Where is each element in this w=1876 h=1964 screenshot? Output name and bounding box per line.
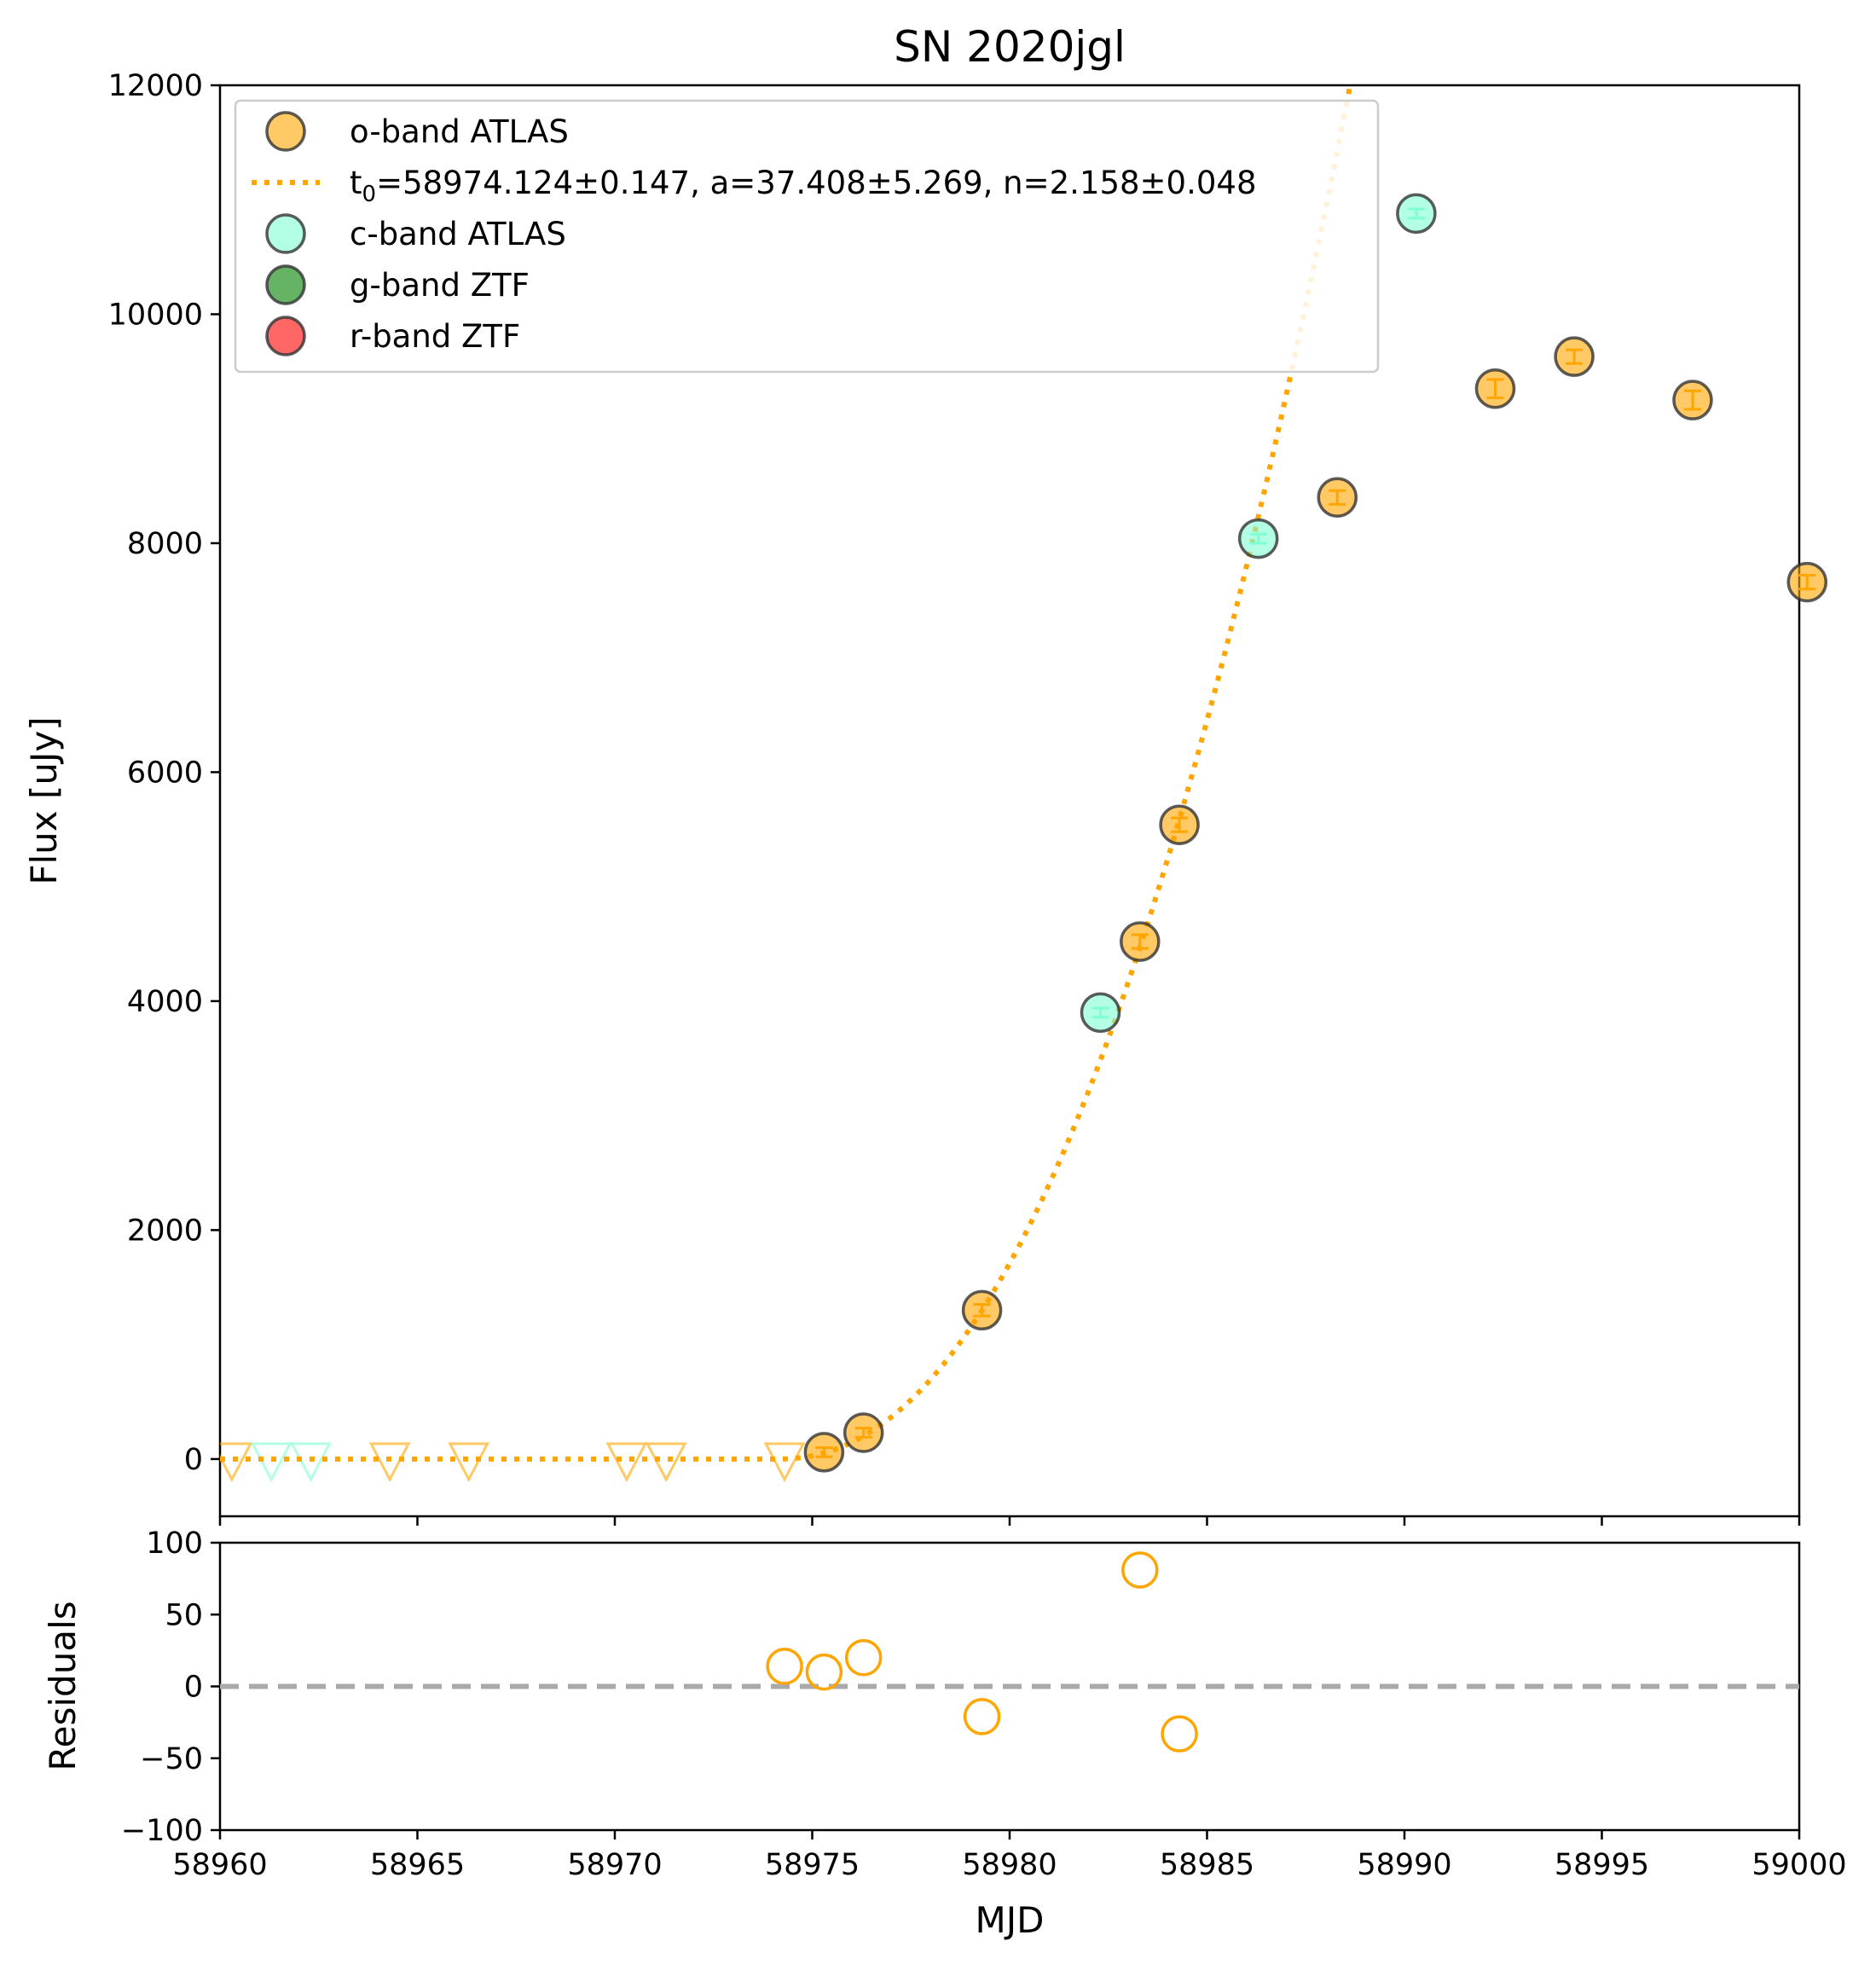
data-point (1672, 379, 1713, 420)
legend-label: c-band ATLAS (350, 216, 566, 252)
main-plot: 0 2000 4000 6000 8000 10000 12000 SN 2020jgl F… (23, 22, 1828, 1526)
main-y-tick-label: 0 (184, 1443, 203, 1477)
data-point (1237, 518, 1279, 559)
upper-limit-marker (763, 1442, 806, 1483)
legend-box (234, 99, 1380, 374)
x-tick-label: 58960 (172, 1848, 267, 1882)
legend-label: r-band ZTF (350, 318, 520, 355)
x-tick-label: 58970 (567, 1848, 662, 1882)
main-y-tick-label: 4000 (127, 985, 203, 1019)
upper-limit-marker (645, 1442, 687, 1483)
data-point (961, 1289, 1003, 1331)
residuals-plot: −100 −50 0 50 100 58960 58965 58970 58975 58980 58… (42, 1527, 1847, 1941)
data-point (1474, 368, 1516, 409)
data-point (803, 1432, 845, 1473)
main-y-tick-label: 8000 (127, 527, 203, 561)
data-point (1080, 992, 1121, 1034)
legend: o-band ATLAS t0=58974.124±0.147, a=37.408… (234, 99, 1380, 374)
data-point (1396, 193, 1437, 235)
x-tick-label: 58975 (765, 1848, 860, 1882)
x-tick-label: 58995 (1555, 1848, 1649, 1882)
upper-limit-marker (605, 1442, 648, 1483)
data-point (842, 1412, 884, 1453)
legend-label: t0=58974.124±0.147, a=37.408±5.269, n=2.… (350, 165, 1257, 207)
residual-point (805, 1653, 843, 1691)
x-axis-label: MJD (976, 1899, 1045, 1941)
main-y-tick-label: 10000 (108, 298, 203, 332)
chart-title: SN 2020jgl (894, 22, 1126, 72)
res-y-tick-label: −100 (121, 1814, 203, 1848)
upper-limit-marker (220, 1442, 253, 1483)
res-y-tick-label: 100 (146, 1527, 203, 1561)
res-y-tick-label: 0 (184, 1671, 203, 1705)
data-point (1786, 561, 1828, 603)
main-y-axis-label: Flux [uJy] (23, 716, 65, 884)
legend-label: g-band ZTF (350, 267, 530, 304)
x-tick-label: 58985 (1160, 1848, 1254, 1882)
main-y-tick-label: 12000 (108, 69, 203, 103)
legend-marker (265, 111, 306, 152)
res-y-tick-label: −50 (140, 1742, 203, 1776)
residual-point (844, 1639, 883, 1677)
legend-marker (265, 316, 306, 356)
x-tick-label: 58990 (1357, 1848, 1451, 1882)
data-point (1317, 477, 1358, 519)
x-tick-label: 58965 (370, 1848, 465, 1882)
data-point (1159, 804, 1200, 845)
residuals-y-axis-label: Residuals (42, 1601, 84, 1770)
x-tick-label: 59000 (1752, 1848, 1846, 1882)
upper-limit-marker (448, 1442, 490, 1483)
residual-point (1121, 1551, 1159, 1589)
main-y-tick-label: 2000 (127, 1214, 203, 1248)
data-point (1554, 336, 1595, 377)
x-tick-label: 58980 (962, 1848, 1057, 1882)
legend-label: o-band ATLAS (350, 113, 569, 150)
res-y-tick-label: 50 (165, 1598, 203, 1632)
data-point (1120, 921, 1161, 962)
legend-marker (265, 213, 306, 254)
main-y-tick-label: 6000 (127, 756, 203, 790)
legend-marker (265, 264, 306, 305)
residual-point (1161, 1715, 1198, 1753)
fit-curve (220, 85, 1353, 1462)
residual-point (963, 1698, 1001, 1735)
residual-point (766, 1648, 803, 1685)
